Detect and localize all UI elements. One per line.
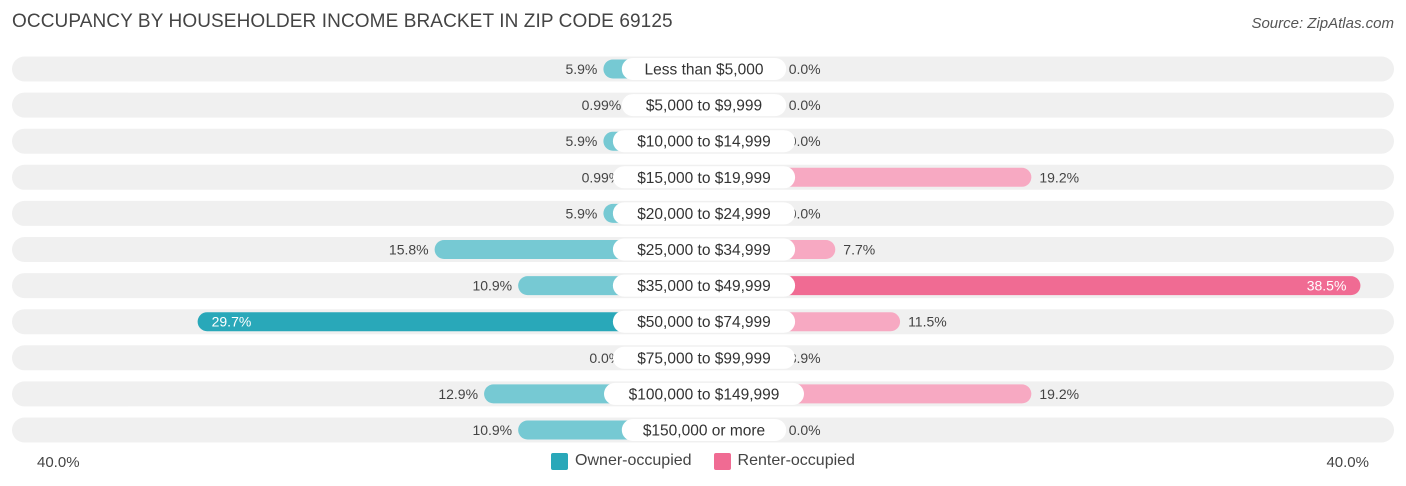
axis-left-label: 40.0% — [37, 454, 80, 471]
category-pill — [612, 346, 796, 369]
renter-value-label: 0.0% — [789, 61, 821, 77]
category-label: $20,000 to $24,999 — [637, 206, 771, 223]
renter-value-label: 0.0% — [789, 422, 821, 438]
renter-value-label: 38.5% — [1307, 278, 1347, 294]
category-pill — [612, 274, 796, 297]
category-pill — [612, 238, 796, 261]
category-label: $35,000 to $49,999 — [637, 278, 771, 295]
category-pill — [612, 202, 796, 225]
owner-value-label: 15.8% — [389, 242, 429, 258]
chart-title: OCCUPANCY BY HOUSEHOLDER INCOME BRACKET … — [12, 11, 673, 32]
owner-value-label: 0.99% — [582, 97, 622, 113]
renter-bar — [704, 276, 1361, 296]
legend-swatch-renter — [713, 452, 731, 470]
owner-value-label: 10.9% — [472, 422, 512, 438]
owner-value-label: 0.0% — [589, 350, 621, 366]
owner-value-label: 5.9% — [565, 133, 597, 149]
category-label: $10,000 to $14,999 — [637, 134, 771, 151]
category-pill — [612, 130, 796, 153]
category-pill — [621, 58, 787, 80]
category-label: $15,000 to $19,999 — [637, 170, 771, 187]
category-label: $25,000 to $34,999 — [637, 242, 771, 259]
category-label: $5,000 to $9,999 — [646, 98, 762, 115]
renter-value-label: 7.7% — [843, 242, 875, 258]
renter-value-label: 3.9% — [789, 350, 821, 366]
renter-value-label: 0.0% — [789, 205, 821, 221]
owner-value-label: 5.9% — [565, 61, 597, 77]
category-pill — [621, 94, 787, 117]
owner-value-label: 10.9% — [472, 278, 512, 294]
category-label: $50,000 to $74,999 — [637, 314, 771, 331]
category-pill — [621, 419, 787, 441]
owner-value-label: 5.9% — [565, 205, 597, 221]
category-pill — [604, 382, 804, 405]
renter-value-label: 19.2% — [1039, 386, 1079, 402]
owner-bar — [197, 312, 705, 332]
owner-value-label: 12.9% — [438, 386, 478, 402]
renter-value-label: 19.2% — [1039, 169, 1079, 185]
legend-swatch-owner — [551, 452, 569, 470]
legend-item-renter[interactable]: Renter-occupied — [713, 452, 855, 470]
category-pill — [612, 310, 796, 333]
axis-right-label: 40.0% — [1326, 454, 1369, 471]
bar-chart: 5.9% 0.0% Less than $5,000 0.99% 0.0% $5,000 … — [12, 56, 1394, 443]
category-label: $75,000 to $99,999 — [637, 350, 771, 367]
renter-value-label: 0.0% — [789, 133, 821, 149]
category-label: $100,000 to $149,999 — [629, 386, 780, 403]
category-pill — [612, 166, 796, 189]
owner-value-label: 29.7% — [212, 314, 252, 330]
legend-label-owner: Owner-occupied — [575, 452, 692, 469]
chart-source: Source: ZipAtlas.com — [1251, 15, 1394, 32]
category-label: $150,000 or more — [643, 423, 765, 440]
legend-label-renter: Renter-occupied — [737, 452, 855, 469]
category-label: Less than $5,000 — [645, 62, 764, 79]
legend-item-owner[interactable]: Owner-occupied — [551, 452, 692, 470]
legend: Owner-occupied Renter-occupied — [0, 452, 1406, 470]
renter-value-label: 11.5% — [908, 314, 947, 330]
owner-value-label: 0.99% — [582, 169, 622, 185]
renter-value-label: 0.0% — [789, 97, 821, 113]
